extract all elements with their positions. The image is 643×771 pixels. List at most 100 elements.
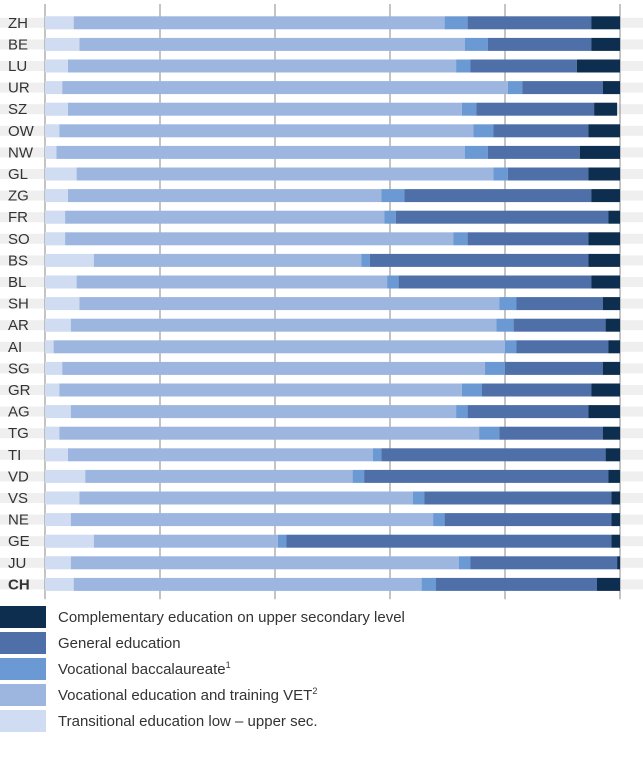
bar-segment <box>45 253 94 267</box>
legend-swatch <box>0 710 46 732</box>
bar-segment <box>45 577 74 591</box>
bar-segment <box>588 232 620 246</box>
bar-segment <box>93 253 362 267</box>
bar-segment <box>424 491 612 505</box>
bar-segment <box>45 469 86 483</box>
bar-segment <box>381 189 405 203</box>
bar-segment <box>588 167 620 181</box>
legend-swatch <box>0 658 46 680</box>
bar-segment <box>464 37 488 51</box>
category-label: VS <box>8 490 28 507</box>
category-label: GL <box>8 166 28 183</box>
bar-segment <box>45 556 71 570</box>
category-label: NW <box>8 144 34 161</box>
bar-segment <box>45 513 71 527</box>
bar-segment <box>493 124 589 138</box>
legend-swatch <box>0 632 46 654</box>
bar-segment <box>436 577 597 591</box>
bar-segment <box>591 275 620 289</box>
legend-footnote-marker: 2 <box>312 686 318 696</box>
bar-segment <box>53 340 505 354</box>
bar-segment <box>364 469 609 483</box>
bar-segment <box>70 405 457 419</box>
legend-label: Transitional education low – upper sec. <box>58 712 318 730</box>
bar-segment <box>56 145 465 159</box>
legend-item: Transitional education low – upper sec. <box>0 709 318 733</box>
bar-segment <box>381 448 606 462</box>
bar-segment <box>73 16 445 30</box>
bar-segment <box>487 37 592 51</box>
bar-segment <box>45 318 71 332</box>
bar-segment <box>467 405 589 419</box>
category-label: GE <box>8 533 30 550</box>
legend-item: Vocational education and training VET2 <box>0 683 317 707</box>
bar-segment <box>608 210 620 224</box>
bar-segment <box>45 59 68 73</box>
bar-segment <box>387 275 399 289</box>
bar-segment <box>45 297 80 311</box>
category-label: AR <box>8 317 29 334</box>
bar-segment <box>45 145 57 159</box>
category-label: JU <box>8 555 26 572</box>
legend-label: General education <box>58 634 181 652</box>
bar-segment <box>611 491 620 505</box>
category-label: TI <box>8 447 21 464</box>
category-label: SZ <box>8 101 27 118</box>
bar-segment <box>70 318 497 332</box>
bar-segment <box>507 81 523 95</box>
bar-segment <box>352 469 365 483</box>
bar-segment <box>79 297 500 311</box>
bar-segment <box>421 577 436 591</box>
legend-footnote-marker: 1 <box>225 660 231 670</box>
bar-segment <box>45 361 63 375</box>
bar-segment <box>45 102 68 116</box>
bar-segment <box>45 426 60 440</box>
bar-segment <box>496 318 514 332</box>
bar-segment <box>470 59 577 73</box>
bar-segment <box>384 210 396 224</box>
bar-segment <box>85 469 353 483</box>
category-label: TG <box>8 425 29 442</box>
bar-segment <box>602 361 620 375</box>
bar-segment <box>516 297 603 311</box>
bar-segment <box>591 16 620 30</box>
bar-segment <box>591 189 620 203</box>
category-label: CH <box>8 576 30 593</box>
bar-segment <box>576 59 620 73</box>
bar-segment <box>286 534 612 548</box>
category-label: VD <box>8 468 29 485</box>
bar-segment <box>444 16 468 30</box>
bar-segment <box>464 145 488 159</box>
bar-segment <box>62 81 508 95</box>
bar-segment <box>588 124 620 138</box>
bar-segment <box>45 275 77 289</box>
bar-segment <box>45 167 77 181</box>
bar-segment <box>73 577 422 591</box>
bar-segment <box>461 102 477 116</box>
bar-segment <box>476 102 595 116</box>
bar-segment <box>611 534 620 548</box>
bar-segment <box>456 405 468 419</box>
bar-segment <box>459 556 471 570</box>
bars <box>45 16 620 591</box>
bar-segment <box>93 534 278 548</box>
legend-label: Vocational education and training VET2 <box>58 686 318 704</box>
category-label: AG <box>8 404 30 421</box>
bar-segment <box>62 361 485 375</box>
legend-swatch <box>0 606 46 628</box>
bar-segment <box>493 167 508 181</box>
bar-segment <box>45 232 66 246</box>
bar-segment <box>59 426 480 440</box>
bar-segment <box>479 426 500 440</box>
legend-swatch <box>0 684 46 706</box>
bar-segment <box>433 513 445 527</box>
bar-segment <box>59 383 462 397</box>
bar-segment <box>444 513 612 527</box>
bar-segment <box>76 275 388 289</box>
bar-segment <box>404 189 592 203</box>
category-label: GR <box>8 382 31 399</box>
bar-segment <box>602 81 620 95</box>
bar-segment <box>45 189 68 203</box>
stacked-bar-chart: ZH BE LU UR SZ OW NW GL ZG FR SO BS BL SH AR AI SG GR AG TG… <box>0 4 643 600</box>
bar-segment <box>522 81 603 95</box>
